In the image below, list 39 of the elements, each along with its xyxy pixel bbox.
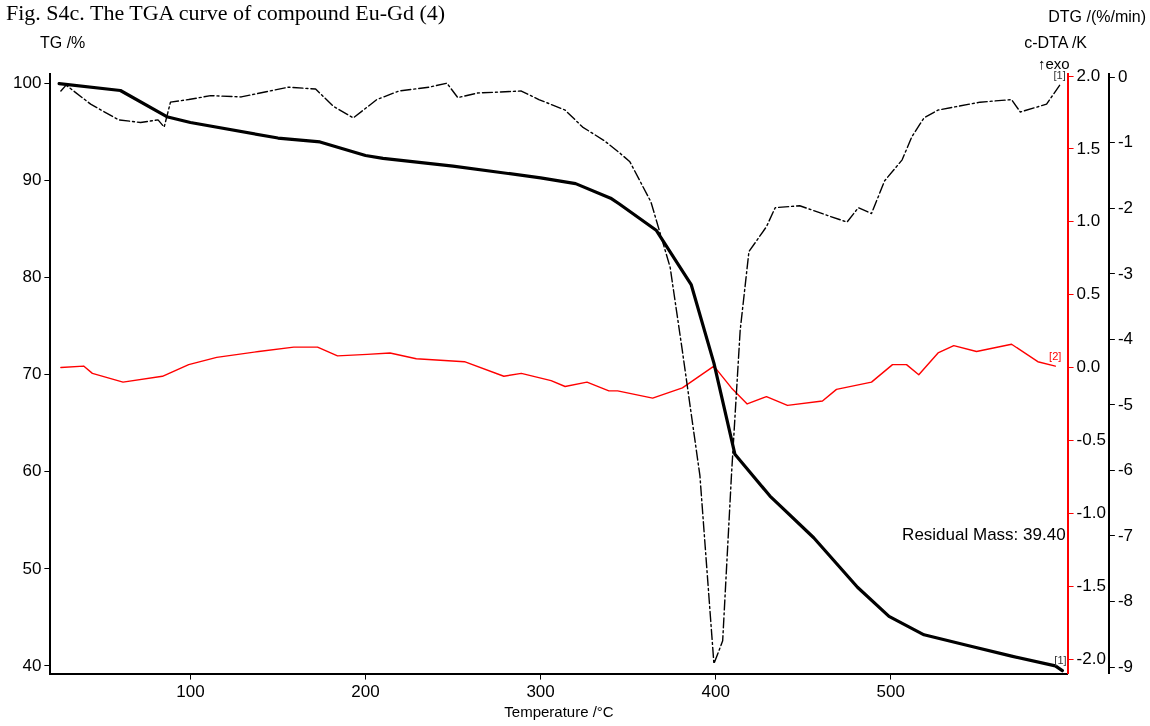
y2-tick-label: 0.5 xyxy=(1076,284,1101,304)
y-tick-label: 90 xyxy=(22,170,42,190)
y3-tick-label: -6 xyxy=(1117,460,1134,480)
y3-tick-label: -2 xyxy=(1117,198,1134,218)
x-tick-label: 400 xyxy=(701,682,730,702)
x-tick-label: 100 xyxy=(176,682,205,702)
y2-tick-label: 2.0 xyxy=(1076,65,1101,85)
y3-tick-label: -3 xyxy=(1117,263,1134,283)
y3-tick-label: -4 xyxy=(1117,329,1134,349)
y-axis-title: TG /% xyxy=(40,34,86,52)
y-tick-label: 50 xyxy=(22,558,42,578)
y3-axis-title: DTG /(%/min) xyxy=(1048,8,1146,26)
annotation: [1] xyxy=(1054,654,1067,667)
y3-tick-label: -5 xyxy=(1117,394,1134,414)
y-tick-label: 40 xyxy=(22,655,42,675)
y-tick-label: 70 xyxy=(22,364,42,384)
y3-tick-label: -9 xyxy=(1117,656,1134,676)
y-tick-label: 80 xyxy=(22,267,42,287)
annotation: [2] xyxy=(1049,349,1062,362)
y2-tick-label: -0.5 xyxy=(1076,430,1106,450)
y2-tick-label: 1.0 xyxy=(1076,211,1101,231)
y3-tick-label: -8 xyxy=(1117,591,1134,611)
x-axis-title: Temperature /°C xyxy=(504,703,614,721)
y2-tick-label: -1.5 xyxy=(1076,575,1106,595)
y3-tick-label: 0 xyxy=(1117,66,1128,86)
x-tick-label: 300 xyxy=(526,682,555,702)
y2-tick-label: 1.5 xyxy=(1076,138,1101,158)
y2-axis-title: c-DTA /K xyxy=(1024,34,1088,52)
y-tick-label: 60 xyxy=(22,461,42,481)
y3-tick-label: -7 xyxy=(1117,525,1134,545)
y3-tick-label: -1 xyxy=(1117,132,1134,152)
x-tick-label: 500 xyxy=(876,682,905,702)
y2-tick-label: -2.0 xyxy=(1076,648,1106,668)
y-tick-label: 100 xyxy=(12,73,42,93)
chart-title: Fig. S4c. The TGA curve of compound Eu-Gd (4) xyxy=(6,0,446,26)
y2-tick-label: 0.0 xyxy=(1076,357,1101,377)
annotation: Residual Mass: 39.40 xyxy=(902,525,1066,545)
x-tick-label: 200 xyxy=(351,682,380,702)
y2-tick-label: -1.0 xyxy=(1076,502,1106,522)
